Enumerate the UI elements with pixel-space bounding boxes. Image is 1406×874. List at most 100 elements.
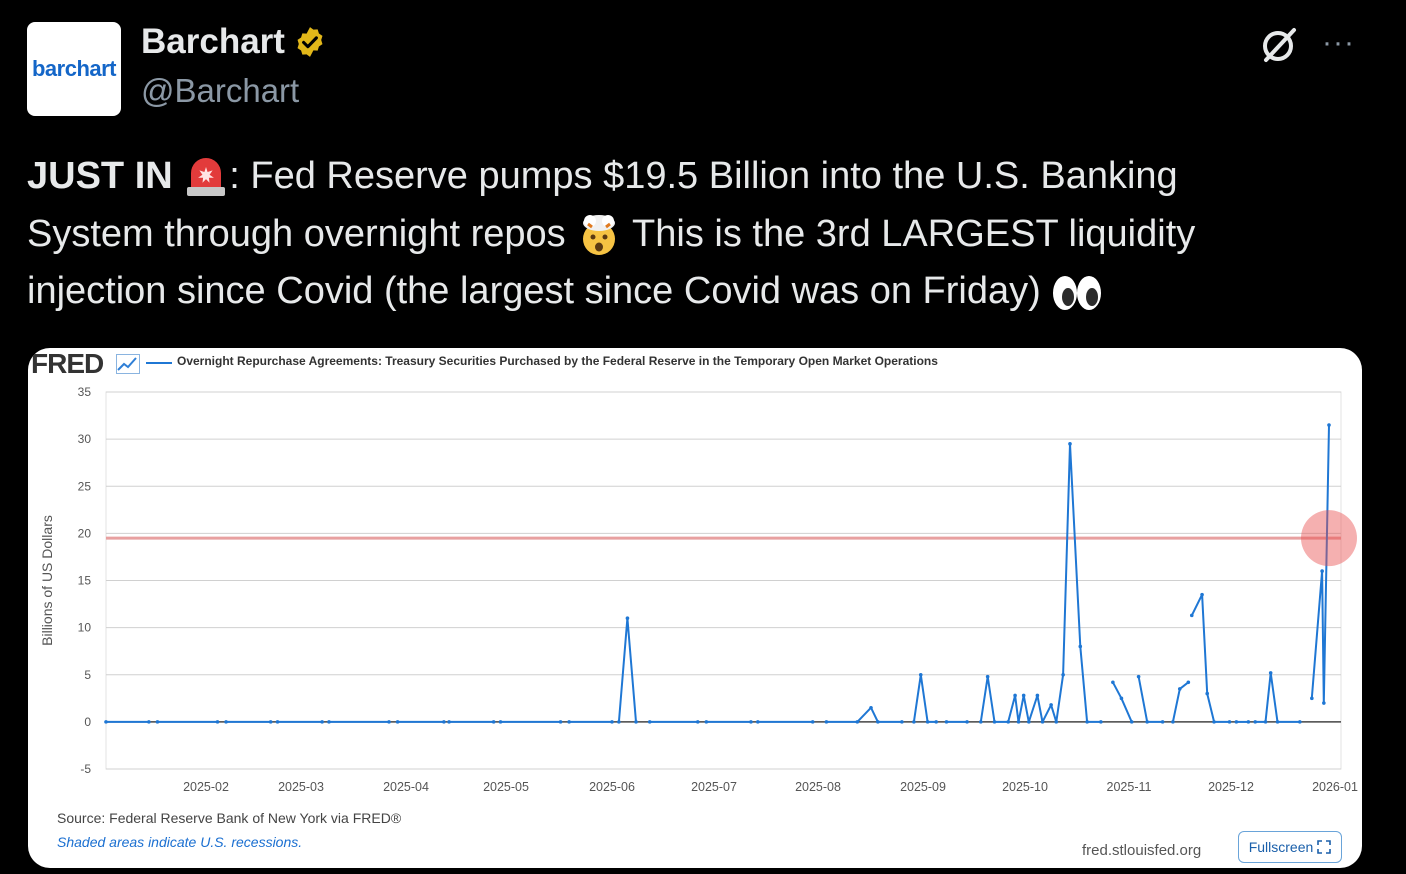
data-point bbox=[327, 720, 331, 724]
data-point bbox=[1160, 720, 1165, 724]
data-point bbox=[1085, 720, 1089, 724]
tweet-line1-rest: : Fed Reserve pumps $19.5 Billion into t… bbox=[229, 155, 1178, 197]
fullscreen-icon bbox=[1317, 840, 1332, 854]
fred-chart-card[interactable]: 35 30 25 20 15 10 5 0 -5 2025-02 2025-03 2025-04 202… bbox=[28, 348, 1362, 868]
data-point bbox=[756, 720, 760, 724]
fullscreen-label: Fullscreen bbox=[1248, 839, 1314, 855]
siren-emoji-icon bbox=[187, 157, 226, 196]
y-tick-label: 5 bbox=[84, 668, 91, 682]
tweet-text: JUST IN : Fed Reserve pumps $19.5 Billio… bbox=[27, 148, 1367, 321]
tweet-line2-b: This is the 3rd LARGEST liquidity bbox=[622, 212, 1196, 255]
data-point bbox=[918, 672, 923, 677]
data-point bbox=[1263, 720, 1268, 724]
data-point bbox=[1061, 672, 1065, 677]
data-point bbox=[320, 720, 324, 724]
data-point bbox=[1298, 720, 1302, 724]
data-point bbox=[387, 720, 391, 724]
data-point bbox=[810, 720, 815, 724]
exploding-head-emoji-icon bbox=[583, 215, 616, 256]
eyes-emoji-icon bbox=[1053, 275, 1102, 310]
data-point bbox=[1111, 680, 1115, 685]
data-point bbox=[1177, 687, 1182, 691]
x-tick-label: 2025-07 bbox=[691, 780, 737, 794]
data-point bbox=[855, 720, 860, 724]
x-tick-label: 2025-02 bbox=[183, 780, 229, 794]
data-point bbox=[567, 720, 571, 724]
recession-note-link[interactable]: Shaded areas indicate U.S. recessions. bbox=[57, 834, 303, 850]
data-point bbox=[1200, 592, 1204, 597]
data-point bbox=[1119, 696, 1124, 701]
data-point bbox=[617, 720, 621, 724]
chart-legend-title: Overnight Repurchase Agreements: Treasur… bbox=[177, 354, 938, 368]
data-point bbox=[1186, 680, 1191, 685]
y-tick-label: 0 bbox=[84, 715, 91, 729]
author-name-row: Barchart bbox=[141, 22, 327, 62]
y-tick-label: 25 bbox=[78, 479, 92, 493]
display-name[interactable]: Barchart bbox=[141, 22, 285, 61]
data-point bbox=[900, 720, 904, 724]
x-tick-label: 2025-04 bbox=[383, 780, 429, 794]
data-point bbox=[869, 705, 873, 710]
fred-line-chart: 35 30 25 20 15 10 5 0 -5 2025-02 2025-03 2025-04 202… bbox=[39, 385, 1358, 794]
legend-swatch bbox=[146, 362, 172, 364]
card-domain[interactable]: fred.stlouisfed.org bbox=[1082, 842, 1202, 859]
data-point bbox=[491, 720, 496, 724]
x-tick-label: 2025-12 bbox=[1208, 780, 1254, 794]
data-point bbox=[1016, 720, 1021, 724]
fullscreen-button[interactable]: Fullscreen bbox=[1238, 831, 1342, 863]
data-point bbox=[1189, 613, 1194, 618]
profile-avatar[interactable]: barchart bbox=[27, 22, 121, 116]
data-point bbox=[1049, 703, 1053, 707]
data-point bbox=[1320, 569, 1324, 573]
data-point bbox=[925, 720, 930, 724]
data-point bbox=[1068, 442, 1072, 446]
data-point bbox=[147, 720, 151, 724]
x-tick-label: 2026-01 bbox=[1312, 780, 1358, 794]
data-point bbox=[625, 616, 630, 620]
data-point bbox=[1227, 720, 1232, 724]
y-tick-label: 35 bbox=[78, 385, 92, 399]
data-point bbox=[1129, 720, 1134, 724]
x-tick-label: 2025-11 bbox=[1107, 780, 1152, 794]
data-point bbox=[992, 720, 997, 724]
data-point bbox=[1234, 720, 1239, 724]
data-point bbox=[1253, 720, 1258, 724]
grok-icon[interactable] bbox=[1258, 24, 1300, 66]
data-point bbox=[876, 720, 880, 724]
data-point bbox=[442, 720, 446, 724]
data-point bbox=[749, 720, 753, 724]
data-point bbox=[1327, 423, 1331, 427]
data-point bbox=[1145, 720, 1149, 724]
avatar-logo-text: barchart bbox=[31, 56, 117, 81]
x-tick-label: 2025-03 bbox=[278, 780, 324, 794]
data-point bbox=[824, 720, 829, 724]
x-tick-label: 2025-05 bbox=[483, 780, 529, 794]
data-point bbox=[224, 720, 228, 724]
data-point bbox=[1006, 720, 1011, 724]
fred-logo: FRED bbox=[31, 348, 104, 379]
y-tick-label: 10 bbox=[78, 621, 92, 635]
tweet-line2-a: System through overnight repos bbox=[27, 212, 566, 255]
data-point bbox=[965, 720, 969, 724]
author-handle[interactable]: @Barchart bbox=[141, 72, 300, 109]
more-options-button[interactable]: ··· bbox=[1322, 26, 1355, 59]
data-point bbox=[447, 720, 451, 724]
x-tick-label: 2025-10 bbox=[1002, 780, 1048, 794]
series-line bbox=[912, 673, 937, 723]
data-point bbox=[1099, 720, 1103, 724]
data-point bbox=[155, 720, 160, 724]
data-point bbox=[275, 720, 280, 724]
data-point bbox=[1275, 720, 1280, 724]
data-point bbox=[610, 720, 614, 724]
data-point bbox=[268, 720, 273, 724]
data-point bbox=[912, 720, 916, 724]
data-point bbox=[1054, 720, 1059, 724]
x-tick-label: 2025-09 bbox=[900, 780, 946, 794]
tweet-line3: injection since Covid (the largest since… bbox=[27, 270, 1041, 312]
verified-badge-icon bbox=[297, 27, 323, 57]
data-point bbox=[1212, 720, 1216, 724]
data-point bbox=[1205, 691, 1210, 696]
data-point bbox=[634, 720, 638, 724]
data-point bbox=[498, 720, 503, 724]
y-axis-label: Billions of US Dollars bbox=[39, 515, 55, 646]
